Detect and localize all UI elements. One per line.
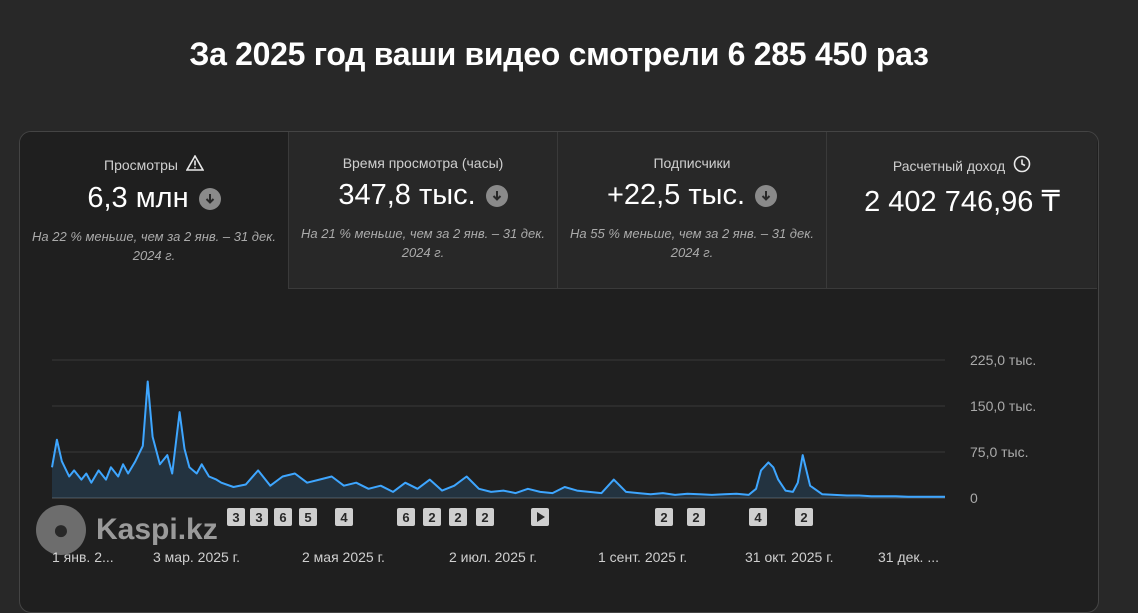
event-marker-label: 2: [428, 510, 435, 525]
analytics-panel: Просмотры 6,3 млн На 22 % меньше, чем за…: [19, 131, 1099, 613]
x-tick-label: 2 мая 2025 г.: [302, 549, 385, 565]
x-tick-label: 31 окт. 2025 г.: [745, 549, 834, 565]
event-marker-label: 2: [692, 510, 699, 525]
kaspi-watermark: ● Kaspi.kz: [36, 505, 218, 555]
metric-value: 6,3 млн: [87, 182, 189, 214]
metric-label: Время просмотра (часы): [342, 155, 504, 171]
event-marker-label: 4: [340, 510, 348, 525]
event-marker-label: 2: [454, 510, 461, 525]
x-tick-label: 31 дек. ...: [878, 549, 939, 565]
event-marker-label: 3: [255, 510, 262, 525]
event-marker: [397, 508, 415, 526]
metric-label: Просмотры: [104, 156, 178, 173]
metric-comparison: На 55 % меньше, чем за 2 янв. – 31 дек. …: [570, 226, 814, 260]
metric-card-views[interactable]: Просмотры 6,3 млн На 22 % меньше, чем за…: [20, 132, 289, 289]
x-tick-label: 2 июл. 2025 г.: [449, 549, 537, 565]
metric-comparison: На 22 % меньше, чем за 2 янв. – 31 дек. …: [32, 229, 276, 263]
event-marker: [795, 508, 813, 526]
event-marker-label: 2: [481, 510, 488, 525]
y-tick-label: 75,0 тыс.: [970, 444, 1029, 460]
warning-icon: [185, 154, 205, 174]
metric-comparison: На 21 % меньше, чем за 2 янв. – 31 дек. …: [301, 226, 545, 260]
event-marker-label: 2: [800, 510, 807, 525]
event-marker-label: 3: [232, 510, 239, 525]
metric-label: Расчетный доход: [892, 157, 1006, 174]
metric-cards: Просмотры 6,3 млн На 22 % меньше, чем за…: [20, 132, 1098, 289]
metric-card-revenue[interactable]: Расчетный доход 2 402 746,96 ₸: [827, 132, 1097, 289]
event-marker-label: 4: [754, 510, 762, 525]
event-marker: [749, 508, 767, 526]
x-tick-label: 3 мар. 2025 г.: [153, 549, 240, 565]
event-marker-label: 6: [402, 510, 409, 525]
metric-label: Подписчики: [653, 155, 731, 171]
event-marker-label: 6: [279, 510, 286, 525]
metric-value: 347,8 тыс.: [338, 179, 476, 211]
series-area: [52, 381, 945, 498]
down-arrow-icon: [485, 184, 508, 207]
event-marker: [299, 508, 317, 526]
y-tick-label: 0: [970, 490, 978, 506]
event-marker-label: 5: [304, 510, 311, 525]
event-marker: [655, 508, 673, 526]
series-line: [51, 380, 945, 498]
page-title: За 2025 год ваши видео смотрели 6 285 45…: [189, 36, 929, 72]
x-tick-label: 1 янв. 2...: [52, 549, 114, 565]
y-tick-label: 150,0 тыс.: [970, 398, 1036, 414]
down-arrow-icon: [198, 187, 221, 210]
event-marker: [449, 508, 467, 526]
event-marker: [335, 508, 353, 526]
views-chart: 225,0 тыс. 150,0 тыс. 75,0 тыс. 0 3 3 6 5 4 6 2 2 2 2…: [51, 352, 1036, 565]
event-marker: [476, 508, 494, 526]
event-marker: [250, 508, 268, 526]
metric-value: 2 402 746,96 ₸: [864, 186, 1060, 218]
kaspi-logo-icon: ●: [36, 505, 86, 555]
metric-card-watch-time[interactable]: Время просмотра (часы) 347,8 тыс. На 21 …: [289, 132, 558, 289]
event-marker: [227, 508, 245, 526]
clock-icon: [1013, 155, 1031, 176]
metric-value: +22,5 тыс.: [606, 179, 746, 211]
event-marker: [274, 508, 292, 526]
x-tick-label: 1 сент. 2025 г.: [598, 549, 687, 565]
down-arrow-icon: [755, 184, 778, 207]
event-marker-label: 2: [660, 510, 667, 525]
play-icon: [537, 512, 545, 522]
y-tick-label: 225,0 тыс.: [970, 352, 1036, 368]
event-marker: [423, 508, 441, 526]
metric-card-subscribers[interactable]: Подписчики +22,5 тыс. На 55 % меньше, че…: [558, 132, 827, 289]
event-marker: [687, 508, 705, 526]
